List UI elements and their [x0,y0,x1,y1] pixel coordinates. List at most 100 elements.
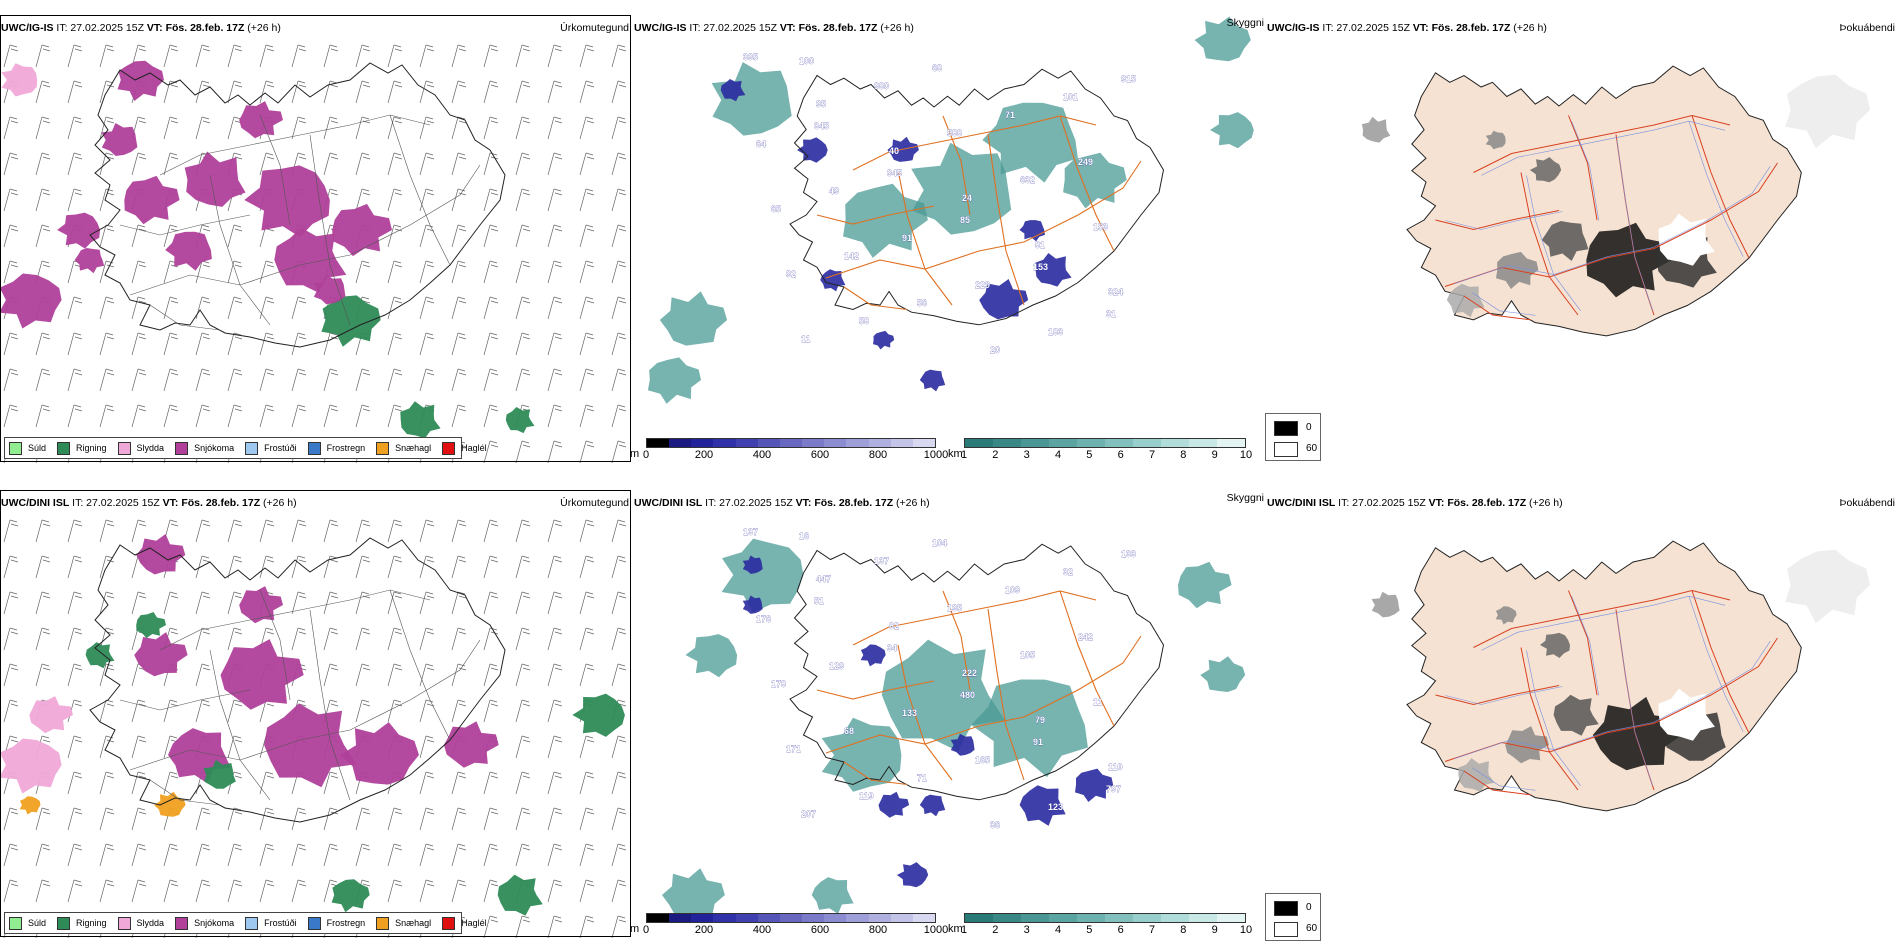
legend-label: Snjókoma [194,443,235,453]
visibility-map: 137 447 82 222 79 110 207 137 195 105 11 171 119 104 1… [662,527,1246,919]
fog-legend-label: 0 [1306,422,1312,433]
panel-title: UWC/IG-IS IT: 27.02.2025 15Z VT: Fös. 28… [1267,22,1547,34]
low-visibility-area [662,868,725,919]
fog-index-area [1658,688,1715,741]
colorbar-tick-label: 400 [752,924,772,936]
fog-index-area [1495,606,1517,625]
fog-index-map [1371,540,1870,812]
legend-item: Snjókoma [175,916,234,930]
precip-area [136,534,186,575]
colorbar-segment [993,439,1021,447]
road-network [1445,120,1771,316]
legend-swatch [9,441,22,455]
fog-legend-swatch [1274,421,1298,436]
colorbar-tick-label: 200 [694,449,714,461]
colorbar-segment [868,439,891,447]
panel-title: UWC/DINI ISL IT: 27.02.2025 15Z VT: Fös.… [634,497,930,509]
panel-parameter-name: Þokuábendi [1839,497,1895,509]
legend-swatch [245,441,259,455]
fog-index-area [1785,74,1870,149]
colorbar-segment [824,914,847,922]
visibility-panel-bottom: UWC/DINI ISL IT: 27.02.2025 15Z VT: Fös.… [633,475,1266,950]
ceiling-value-label: 36 [990,820,1000,830]
colorbar-segment [824,439,847,447]
ceiling-value-label: 109 [1005,585,1020,595]
fog-index-area [1658,213,1715,266]
ceiling-colorbar: m 0 200 400 600 800 1000 [630,913,948,937]
road-network [119,589,481,806]
colorbar-tick-label: 6 [1117,924,1124,936]
precip-area [400,401,441,439]
fog-index-area [1505,726,1549,764]
precip-area [331,879,370,913]
low-ceiling-area [860,644,886,667]
ceiling-value-label: 65 [771,204,781,214]
low-ceiling-area [950,733,975,756]
precip-area [321,295,381,347]
fog-index-map [1361,65,1870,337]
colorbar-tick-label: 5 [1086,924,1093,936]
precip-area [572,693,625,737]
legend-label: Rigning [76,443,107,453]
ceiling-value-label: 588 [947,128,962,138]
legend-label: Súld [28,443,47,453]
legend-swatch [376,441,390,455]
colorbar-segment [647,914,670,922]
ceiling-value-label: 95 [816,99,826,109]
colorbar-tick-label: 7 [1148,924,1156,936]
colorbar-segment [1049,439,1077,447]
low-ceiling-area [919,794,946,817]
precip-area [184,151,246,207]
precip-area [85,642,115,669]
legend-item: Frostregn [307,916,365,930]
low-visibility-area [1194,16,1251,62]
precip-area [313,274,346,305]
legend-label: Haglél [461,443,487,453]
legend-item: Slydda [117,441,164,455]
legend-swatch [117,441,131,455]
low-visibility-area [659,291,728,346]
legend-swatch [245,916,259,930]
low-visibility-area [843,183,928,258]
fog-index-area [1446,283,1485,318]
ceiling-value-label: 171 [786,744,801,754]
coastline [789,543,1165,801]
precip-area [101,123,138,156]
ceiling-value-label: 16 [799,531,809,541]
ceiling-value-label: 797 [1106,784,1121,794]
coastline [789,68,1165,326]
legend-label: Snæhagl [395,443,432,453]
legend-item: Snæhagl [376,441,432,455]
map-frame [0,15,631,462]
colorbar-tick-label: 9 [1211,924,1218,936]
ceiling-value-label: 176 [756,614,771,624]
ceiling-value-label: 68 [844,726,854,736]
legend-label: Snæhagl [395,918,432,928]
colorbar-segment [1133,439,1161,447]
colorbar-tick-label: 1 [960,449,968,461]
low-ceiling-area [1035,253,1072,287]
colorbar-segment [1217,439,1245,447]
colorbar-tick-label: 0 [642,924,650,936]
fog-index-area [1458,758,1495,792]
ceiling-value-label: 119 [859,791,874,801]
road-network [119,114,481,331]
colorbar-tick-label: 1 [960,924,968,936]
ceiling-value-label: 11 [801,334,811,344]
road-network [1445,595,1771,791]
ceiling-value-label: 222 [962,668,977,678]
colorbar-segment [1133,914,1161,922]
colorbar-segment [1077,439,1105,447]
colorbar-tick-label: 3 [1023,449,1030,461]
low-ceiling-area [979,279,1029,320]
ceiling-value-label: 480 [960,690,975,700]
precip-area [124,175,180,225]
coastline [89,537,506,823]
panel-title: UWC/IG-IS IT: 27.02.2025 15Z VT: Fös. 28… [634,22,914,34]
ceiling-value-label: 133 [902,708,917,718]
colorbar-segment [713,914,736,922]
precip-area [239,586,283,624]
colorbar-tick-label: 2 [992,449,999,461]
colorbar-tick-label: 9 [1211,449,1218,461]
precip-type-map [0,44,627,464]
